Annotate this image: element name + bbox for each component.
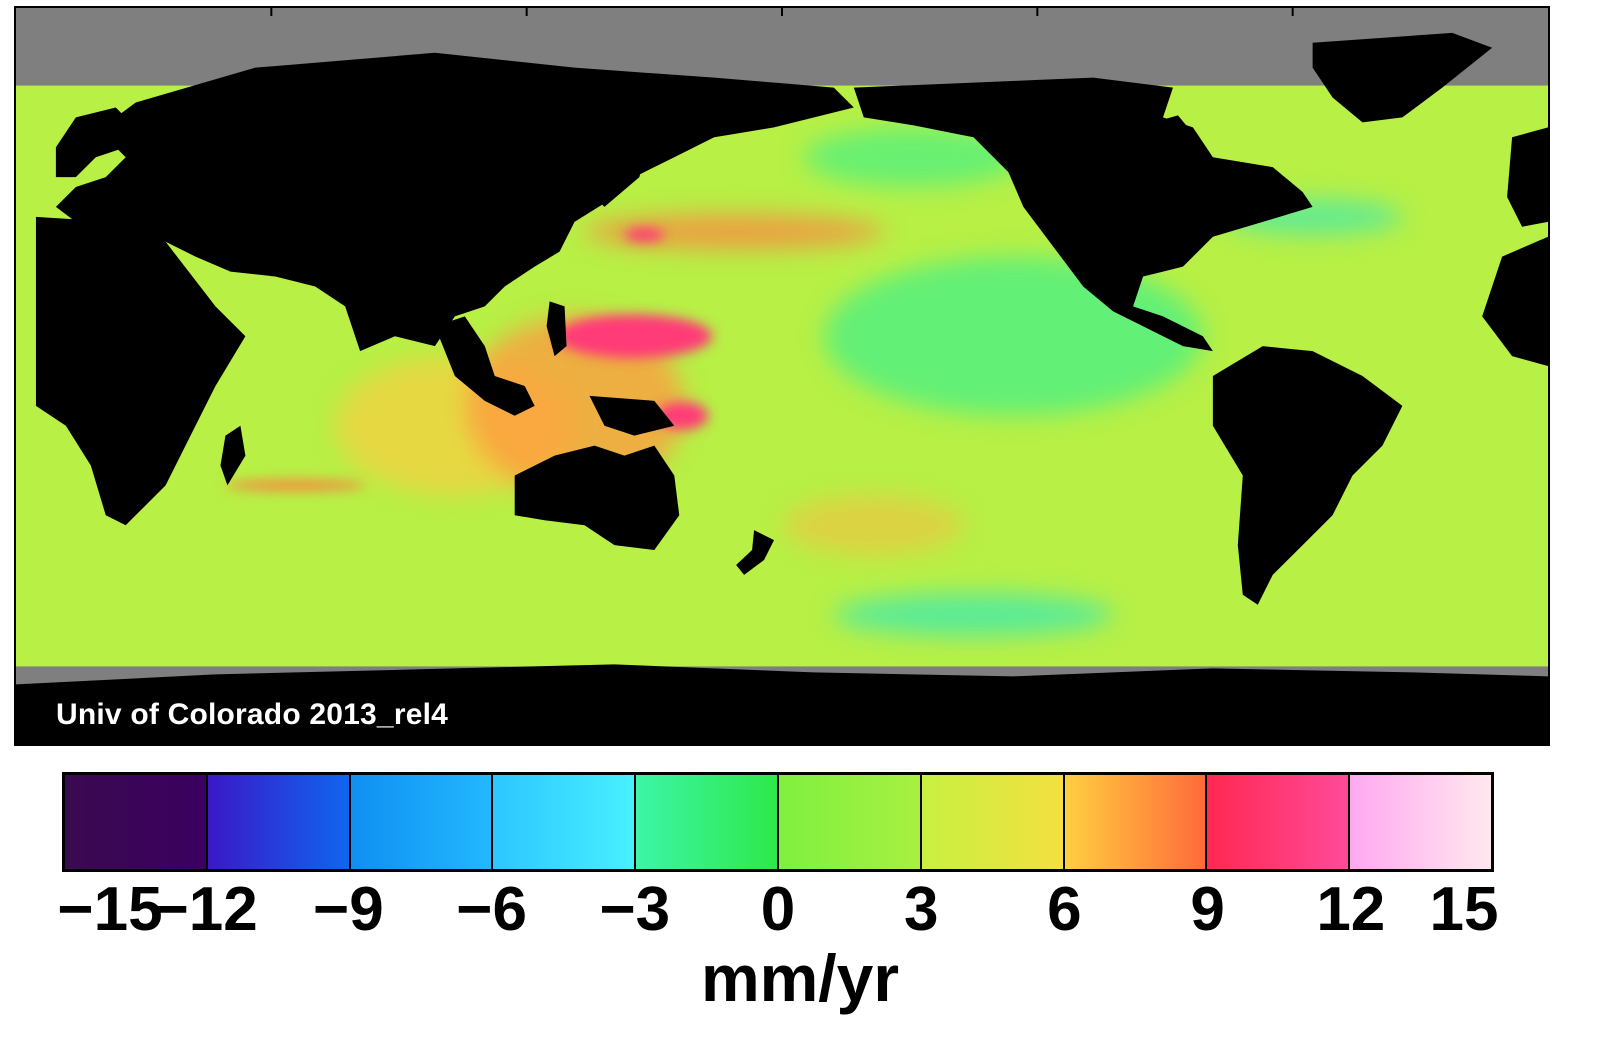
land [16,32,1548,744]
hotspot-indian-band [225,479,366,492]
new-zealand [736,530,775,575]
colorbar-segment [207,775,351,869]
hotspot-kuroshio [624,227,665,242]
greenland [1312,32,1493,123]
madagascar [220,425,246,486]
philippines [546,301,567,357]
cool-anomaly-southern-ocean [833,592,1114,637]
colorbar-tick-label: −6 [456,875,527,944]
frame-ticks [270,8,1294,744]
cool-anomaly-gulf-of-alaska [803,127,1024,188]
colorbar-segment [350,775,494,869]
hotspot-philippine-sea [556,314,713,359]
warm-anomaly-north-pacific [584,213,884,250]
africa [35,216,246,526]
colorbar-tick-label: −3 [599,875,671,944]
antarctica [16,664,1548,744]
colorbar-segment [778,775,922,869]
colorbar-tick-label: 12 [1316,875,1386,944]
colorbar-tick-label: 3 [903,875,939,944]
europe-east-wrap [1507,127,1548,227]
japan [599,157,645,207]
warm-anomaly-west-pacific [464,316,685,496]
colorbar-tick-label: −12 [152,875,258,944]
south-america [1212,346,1403,605]
colorbar-segment [493,775,637,869]
southeast-asia [434,316,535,416]
colorbar [62,772,1494,872]
australia [514,445,680,551]
colorbar-segment [65,775,208,869]
colorbar-tick-label: 6 [1047,875,1082,944]
world-map: Univ of Colorado 2013_rel4 [14,6,1550,746]
colorbar-segment [1064,775,1208,869]
colorbar-segment [921,775,1065,869]
colorbar-tick-label: 0 [760,875,796,944]
attribution-label: Univ of Colorado 2013_rel4 [56,698,448,731]
sea-level-trend-map [16,8,1548,744]
colorbar-segment [636,775,779,869]
colorbar-tick-label: 9 [1190,875,1225,944]
colorbar-segment [1207,775,1351,869]
colorbar-tick-label: −15 [57,875,163,944]
new-guinea [589,395,675,436]
scandinavia [55,107,136,178]
colorbar-segment [1350,775,1491,869]
colorbar-tick-label: −9 [313,875,384,944]
north-america [853,77,1313,352]
africa-east-wrap [1482,236,1548,367]
eurasia [55,52,854,352]
colorbar-tick-labels: −15 −12 −9 −6 −3 0 3 6 9 12 15 [57,870,1498,950]
colorbar-units-label: mm/yr [700,941,900,1015]
colorbar-tick-label: 15 [1429,875,1499,944]
iceland [1153,115,1188,136]
warm-anomaly-south-pacific [783,495,964,556]
cool-anomaly-east-pacific [823,256,1203,416]
